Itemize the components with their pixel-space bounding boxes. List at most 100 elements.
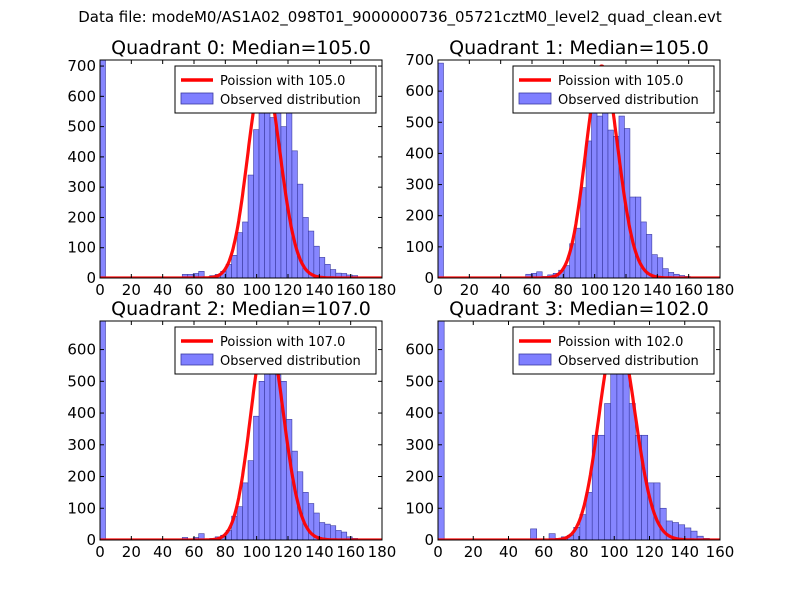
y-tick-label: 500 bbox=[67, 372, 96, 390]
legend-box bbox=[512, 326, 715, 375]
axes-frame bbox=[99, 59, 383, 279]
x-tick-label: 180 bbox=[706, 281, 735, 299]
histogram-bar bbox=[264, 360, 271, 540]
x-tick-label: 140 bbox=[643, 281, 672, 299]
histogram-bar bbox=[602, 90, 609, 278]
x-tick-label: 0 bbox=[433, 281, 443, 299]
y-tick-label: 700 bbox=[405, 51, 434, 69]
y-tick-label: 100 bbox=[405, 238, 434, 256]
histogram-bar bbox=[247, 174, 254, 278]
x-tick-label: 40 bbox=[153, 281, 172, 299]
y-tick-label: 0 bbox=[424, 531, 434, 549]
x-tick-label: 100 bbox=[600, 543, 629, 561]
histogram-bar bbox=[610, 368, 618, 540]
histogram-bar bbox=[628, 403, 636, 540]
legend-label-observed: Observed distribution bbox=[220, 93, 361, 108]
x-tick-label: 60 bbox=[184, 281, 203, 299]
x-tick-label: 80 bbox=[569, 543, 588, 561]
histogram-bar bbox=[607, 129, 614, 278]
histogram-bar bbox=[291, 150, 298, 278]
plot-area bbox=[438, 62, 720, 278]
x-tick-label: 40 bbox=[499, 543, 518, 561]
y-tick-label: 200 bbox=[67, 208, 96, 226]
histogram-bar bbox=[340, 531, 348, 540]
histogram-bar bbox=[313, 245, 320, 278]
y-tick-label: 200 bbox=[67, 468, 96, 486]
x-tick-label: 160 bbox=[706, 543, 735, 561]
legend-bar-swatch bbox=[518, 92, 552, 105]
y-tick-label: 400 bbox=[67, 404, 96, 422]
histogram-bar bbox=[258, 381, 265, 540]
subplot-title: Quadrant 1: Median=105.0 bbox=[449, 37, 709, 59]
y-tick-label: 300 bbox=[67, 436, 96, 454]
x-tick-label: 60 bbox=[522, 281, 541, 299]
x-tick-label: 0 bbox=[433, 543, 443, 561]
x-tick-label: 160 bbox=[336, 281, 365, 299]
y-tick-label: 500 bbox=[405, 113, 434, 131]
y-tick-label: 300 bbox=[405, 436, 434, 454]
x-tick-label: 80 bbox=[216, 281, 235, 299]
histogram-bar bbox=[269, 117, 276, 278]
legend-bar-swatch bbox=[518, 353, 552, 366]
histogram-bar bbox=[530, 528, 537, 540]
x-tick-label: 60 bbox=[184, 543, 203, 561]
y-tick-label: 400 bbox=[405, 404, 434, 422]
histogram-bar bbox=[324, 264, 331, 278]
axes-frame bbox=[99, 320, 383, 541]
x-tick-label: 80 bbox=[216, 543, 235, 561]
poisson-curve bbox=[438, 328, 720, 540]
plot-area bbox=[100, 60, 382, 278]
y-tick-label: 300 bbox=[67, 178, 96, 196]
legend-label-poisson: Poission with 107.0 bbox=[220, 335, 345, 350]
histogram-bar bbox=[258, 105, 265, 278]
x-tick-label: 140 bbox=[670, 543, 699, 561]
y-tick-label: 400 bbox=[405, 144, 434, 162]
y-tick-label: 0 bbox=[86, 269, 96, 287]
figure-title: Data file: modeM0/AS1A02_098T01_90000007… bbox=[78, 8, 722, 26]
x-tick-label: 120 bbox=[274, 281, 303, 299]
histogram-bar bbox=[242, 221, 249, 278]
axes-frame bbox=[437, 59, 721, 279]
x-tick-label: 20 bbox=[122, 543, 141, 561]
histogram-bar bbox=[585, 140, 592, 278]
histogram-bar bbox=[329, 525, 337, 540]
legend-label-poisson: Poission with 102.0 bbox=[558, 335, 683, 350]
y-tick-label: 200 bbox=[405, 468, 434, 486]
legend-label-poisson: Poission with 105.0 bbox=[558, 74, 683, 89]
y-tick-label: 100 bbox=[67, 499, 96, 517]
y-tick-label: 0 bbox=[86, 531, 96, 549]
y-tick-label: 500 bbox=[67, 118, 96, 136]
x-tick-label: 20 bbox=[464, 543, 483, 561]
histogram-bar bbox=[596, 115, 603, 278]
x-tick-label: 100 bbox=[242, 543, 271, 561]
x-tick-label: 100 bbox=[580, 281, 609, 299]
x-tick-label: 0 bbox=[95, 281, 105, 299]
histogram-bar bbox=[231, 254, 238, 278]
legend: Poission with 102.0 Observed distribution bbox=[512, 326, 715, 375]
x-tick-label: 120 bbox=[612, 281, 641, 299]
legend-bar-swatch bbox=[180, 92, 214, 105]
legend: Poission with 105.0 Observed distribution bbox=[174, 65, 377, 114]
legend-label-poisson: Poission with 105.0 bbox=[220, 74, 345, 89]
x-tick-label: 120 bbox=[635, 543, 664, 561]
histogram-bar bbox=[324, 523, 331, 540]
histogram-bar bbox=[598, 434, 605, 540]
histogram-bar bbox=[242, 482, 249, 540]
histogram-bar bbox=[438, 321, 445, 540]
legend-box bbox=[512, 65, 715, 114]
histogram-bar bbox=[580, 187, 587, 278]
subplot-title: Quadrant 2: Median=107.0 bbox=[111, 298, 371, 320]
subplot-2: 0 20 40 60 80 100 120 140 160 1800100200300400500… bbox=[67, 298, 396, 561]
y-tick-label: 500 bbox=[405, 372, 434, 390]
x-tick-label: 100 bbox=[242, 281, 271, 299]
y-tick-label: 300 bbox=[405, 176, 434, 194]
y-tick-label: 200 bbox=[405, 207, 434, 225]
histogram-bar bbox=[236, 232, 243, 278]
histogram-bar bbox=[286, 105, 293, 278]
x-tick-label: 160 bbox=[336, 543, 365, 561]
histogram-bar bbox=[591, 111, 598, 278]
x-tick-label: 60 bbox=[534, 543, 553, 561]
poisson-curve bbox=[100, 70, 382, 278]
